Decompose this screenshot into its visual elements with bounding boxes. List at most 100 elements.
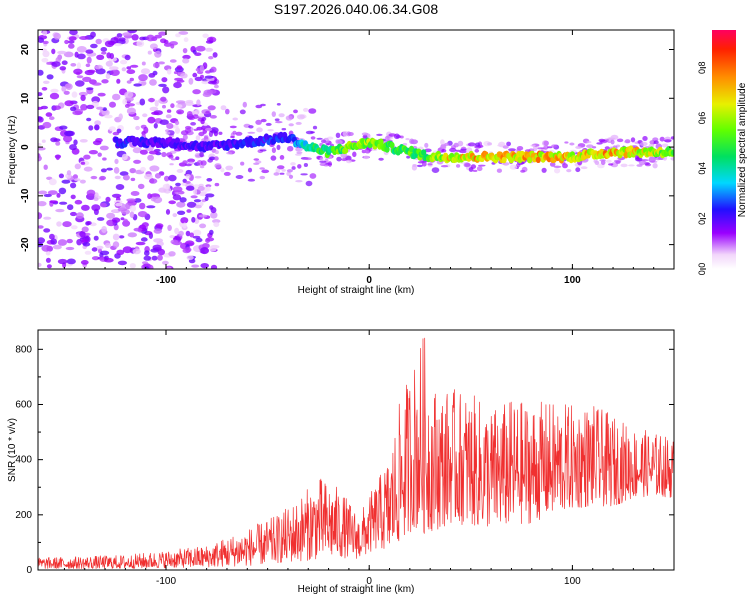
heatmap-speckle bbox=[147, 154, 155, 161]
heatmap-speckle bbox=[126, 107, 136, 115]
heatmap-speckle bbox=[114, 175, 121, 180]
heatmap-speckle bbox=[336, 156, 342, 162]
heatmap-speckle bbox=[129, 263, 136, 269]
heatmap-speckle bbox=[109, 66, 119, 71]
heatmap-speckle bbox=[506, 141, 511, 147]
heatmap-speckle bbox=[569, 142, 575, 146]
heatmap-speckle bbox=[157, 254, 163, 261]
heatmap-speckle bbox=[146, 205, 156, 209]
heatmap-speckle bbox=[347, 132, 354, 136]
heatmap-speckle bbox=[267, 129, 274, 132]
heatmap-speckle bbox=[73, 68, 83, 75]
heatmap-speckle bbox=[38, 225, 44, 229]
heatmap-speckle bbox=[162, 104, 166, 109]
heatmap-speckle bbox=[255, 104, 263, 109]
heatmap-speckle bbox=[153, 123, 158, 129]
heatmap-speckle bbox=[316, 137, 323, 140]
heatmap-speckle bbox=[96, 245, 104, 250]
heatmap-speckle bbox=[138, 74, 148, 82]
heatmap-speckle bbox=[170, 103, 175, 109]
heatmap-speckle bbox=[130, 177, 136, 182]
heatmap-speckle bbox=[192, 89, 201, 95]
heatmap-speckle bbox=[49, 200, 58, 204]
heatmap-speckle bbox=[319, 160, 327, 163]
snr-x-tick-label: 0 bbox=[366, 576, 372, 587]
heatmap-speckle bbox=[59, 66, 67, 71]
heatmap-speckle bbox=[218, 131, 223, 135]
heatmap-speckle bbox=[562, 163, 568, 169]
heatmap-speckle bbox=[142, 113, 148, 118]
heatmap-speckle bbox=[598, 138, 606, 143]
heatmap-speckle bbox=[213, 84, 219, 89]
heatmap-speckle bbox=[83, 166, 93, 172]
heatmap-speckle bbox=[41, 139, 46, 143]
heatmap-speckle bbox=[136, 40, 145, 47]
heatmap-speckle bbox=[126, 198, 137, 202]
heatmap-speckle bbox=[209, 205, 214, 210]
heatmap-speckle bbox=[116, 128, 122, 134]
heatmap-speckle bbox=[165, 131, 171, 135]
heatmap-speckle bbox=[295, 147, 303, 152]
heatmap-speckle bbox=[388, 133, 397, 137]
heatmap-speckle bbox=[162, 183, 171, 190]
heatmap-speckle bbox=[161, 77, 168, 83]
heatmap-speckle bbox=[49, 116, 55, 121]
heatmap-speckle bbox=[341, 158, 348, 162]
heatmap-speckle bbox=[158, 61, 165, 65]
heatmap-speckle bbox=[478, 164, 486, 167]
heatmap-speckle bbox=[123, 218, 129, 224]
heatmap-speckle bbox=[628, 164, 635, 167]
heatmap-speckle bbox=[59, 125, 68, 130]
heatmap-speckle bbox=[80, 104, 88, 111]
heatmap-speckle bbox=[453, 142, 460, 148]
heatmap-speckle bbox=[185, 173, 191, 179]
heatmap-speckle bbox=[38, 155, 42, 162]
heatmap-speckle bbox=[131, 34, 139, 41]
heatmap-speckle bbox=[497, 144, 505, 147]
heatmap-speckle bbox=[225, 108, 230, 115]
heatmap-speckle bbox=[164, 175, 170, 182]
heatmap-speckle bbox=[206, 186, 211, 192]
heatmap-speckle bbox=[80, 260, 89, 265]
heatmap-speckle bbox=[184, 181, 191, 184]
heatmap-speckle bbox=[229, 125, 237, 129]
colorbar-ticks: 0.0 0.2 0.4 0.6 0.8 bbox=[697, 61, 707, 275]
spectrogram-heatmap bbox=[38, 30, 674, 269]
heatmap-speckle bbox=[162, 260, 169, 265]
heatmap-speckle bbox=[312, 125, 318, 130]
heatmap-speckle bbox=[624, 139, 631, 144]
heatmap-speckle bbox=[106, 52, 112, 59]
heatmap-speckle bbox=[114, 43, 123, 47]
spectrogram-x-tick-label: 100 bbox=[564, 275, 581, 286]
heatmap-speckle bbox=[174, 120, 180, 126]
heatmap-speckle bbox=[151, 255, 158, 261]
heatmap-speckle bbox=[141, 61, 146, 66]
heatmap-speckle bbox=[259, 167, 265, 170]
heatmap-speckle bbox=[182, 160, 188, 165]
heatmap-speckle bbox=[45, 257, 51, 263]
heatmap-speckle bbox=[91, 247, 98, 252]
colorbar-tick-label: 0.4 bbox=[697, 162, 707, 175]
heatmap-speckle bbox=[49, 233, 55, 240]
heatmap-speckle bbox=[202, 33, 209, 39]
heatmap-speckle bbox=[171, 158, 177, 161]
heatmap-ridge-cell bbox=[535, 156, 541, 163]
heatmap-speckle bbox=[193, 199, 202, 203]
heatmap-speckle bbox=[70, 194, 76, 200]
heatmap-speckle bbox=[61, 86, 67, 92]
heatmap-speckle bbox=[427, 163, 433, 166]
heatmap-speckle bbox=[130, 64, 139, 68]
heatmap-speckle bbox=[200, 263, 209, 269]
heatmap-ridge-cell bbox=[421, 149, 427, 156]
heatmap-speckle bbox=[55, 208, 65, 213]
heatmap-speckle bbox=[295, 180, 303, 183]
heatmap-speckle bbox=[96, 106, 104, 110]
heatmap-speckle bbox=[193, 128, 199, 131]
heatmap-speckle bbox=[46, 74, 54, 80]
heatmap-speckle bbox=[205, 238, 211, 244]
heatmap-speckle bbox=[449, 147, 457, 153]
heatmap-ridge-cell bbox=[278, 131, 284, 139]
spectrogram-y-tick-label: -20 bbox=[20, 237, 31, 252]
heatmap-speckle bbox=[102, 107, 107, 111]
heatmap-speckle bbox=[192, 49, 197, 54]
